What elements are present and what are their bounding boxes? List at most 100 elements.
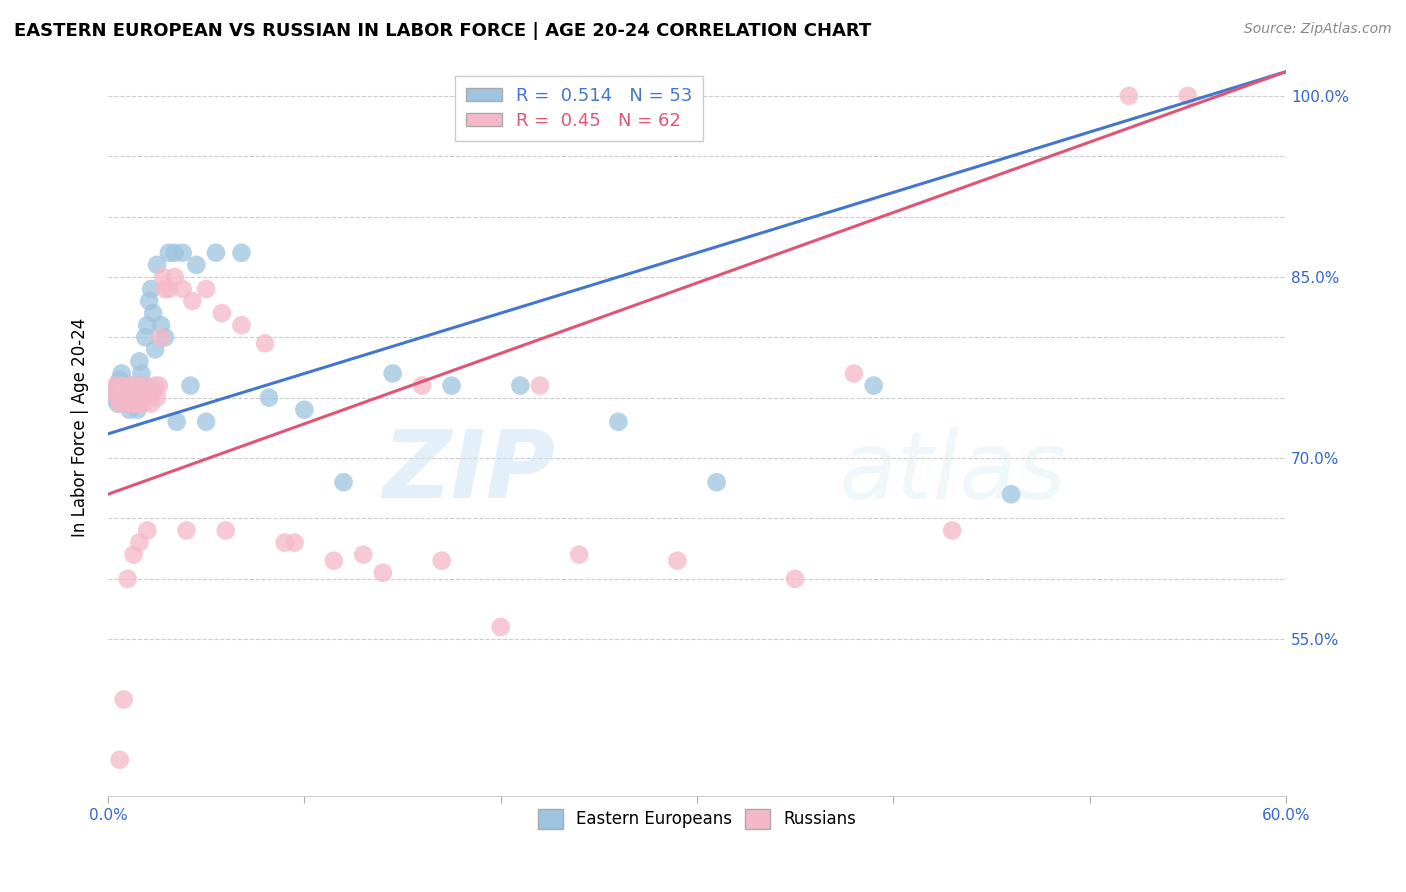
Point — [141, 282, 163, 296]
Point — [381, 367, 404, 381]
Point — [150, 318, 173, 333]
Point — [179, 378, 201, 392]
Point — [148, 378, 170, 392]
Point — [706, 475, 728, 490]
Point — [138, 391, 160, 405]
Point — [127, 378, 149, 392]
Point — [371, 566, 394, 580]
Point — [112, 378, 135, 392]
Point — [440, 378, 463, 392]
Point — [205, 245, 228, 260]
Point — [411, 378, 433, 392]
Point — [143, 343, 166, 357]
Point — [1118, 88, 1140, 103]
Point — [117, 397, 139, 411]
Point — [322, 554, 344, 568]
Point — [128, 354, 150, 368]
Point — [862, 378, 884, 392]
Point — [332, 475, 354, 490]
Point — [163, 269, 186, 284]
Point — [176, 524, 198, 538]
Point — [128, 391, 150, 405]
Point — [118, 378, 141, 392]
Point — [142, 384, 165, 399]
Point — [489, 620, 512, 634]
Point — [108, 373, 131, 387]
Point — [124, 391, 146, 405]
Point — [153, 282, 176, 296]
Point — [117, 397, 139, 411]
Point — [117, 378, 139, 392]
Point — [122, 384, 145, 399]
Point — [107, 391, 129, 405]
Point — [254, 336, 277, 351]
Point — [166, 415, 188, 429]
Point — [153, 330, 176, 344]
Point — [108, 391, 131, 405]
Point — [172, 245, 194, 260]
Point — [112, 692, 135, 706]
Point — [128, 384, 150, 399]
Point — [273, 535, 295, 549]
Text: Source: ZipAtlas.com: Source: ZipAtlas.com — [1244, 22, 1392, 37]
Point — [112, 384, 135, 399]
Point — [231, 245, 253, 260]
Point — [117, 572, 139, 586]
Point — [108, 753, 131, 767]
Point — [118, 391, 141, 405]
Point — [111, 384, 134, 399]
Point — [211, 306, 233, 320]
Point — [172, 282, 194, 296]
Text: ZIP: ZIP — [382, 426, 555, 518]
Point — [195, 282, 218, 296]
Point — [107, 378, 129, 392]
Point — [509, 378, 531, 392]
Point — [430, 554, 453, 568]
Point — [111, 378, 134, 392]
Point — [941, 524, 963, 538]
Point — [352, 548, 374, 562]
Point — [157, 282, 180, 296]
Point — [122, 378, 145, 392]
Point — [146, 391, 169, 405]
Point — [666, 554, 689, 568]
Legend: Eastern Europeans, Russians: Eastern Europeans, Russians — [531, 802, 863, 836]
Point — [195, 415, 218, 429]
Point — [138, 294, 160, 309]
Point — [104, 384, 127, 399]
Point — [107, 397, 129, 411]
Point — [607, 415, 630, 429]
Point — [157, 245, 180, 260]
Point — [143, 378, 166, 392]
Point — [103, 384, 125, 399]
Point — [132, 378, 155, 392]
Point — [529, 378, 551, 392]
Point — [568, 548, 591, 562]
Point — [842, 367, 865, 381]
Point — [127, 397, 149, 411]
Point — [134, 330, 156, 344]
Point — [103, 391, 125, 405]
Point — [108, 397, 131, 411]
Point — [124, 391, 146, 405]
Text: EASTERN EUROPEAN VS RUSSIAN IN LABOR FORCE | AGE 20-24 CORRELATION CHART: EASTERN EUROPEAN VS RUSSIAN IN LABOR FOR… — [14, 22, 872, 40]
Point — [114, 391, 136, 405]
Point — [152, 269, 174, 284]
Point — [785, 572, 807, 586]
Point — [1177, 88, 1199, 103]
Point — [136, 524, 159, 538]
Point — [111, 367, 134, 381]
Point — [118, 402, 141, 417]
Point — [121, 384, 143, 399]
Point — [136, 384, 159, 399]
Point — [231, 318, 253, 333]
Y-axis label: In Labor Force | Age 20-24: In Labor Force | Age 20-24 — [72, 318, 89, 538]
Point — [134, 378, 156, 392]
Point — [122, 548, 145, 562]
Point — [292, 402, 315, 417]
Point — [121, 397, 143, 411]
Point — [136, 318, 159, 333]
Point — [142, 306, 165, 320]
Point — [124, 378, 146, 392]
Point — [132, 397, 155, 411]
